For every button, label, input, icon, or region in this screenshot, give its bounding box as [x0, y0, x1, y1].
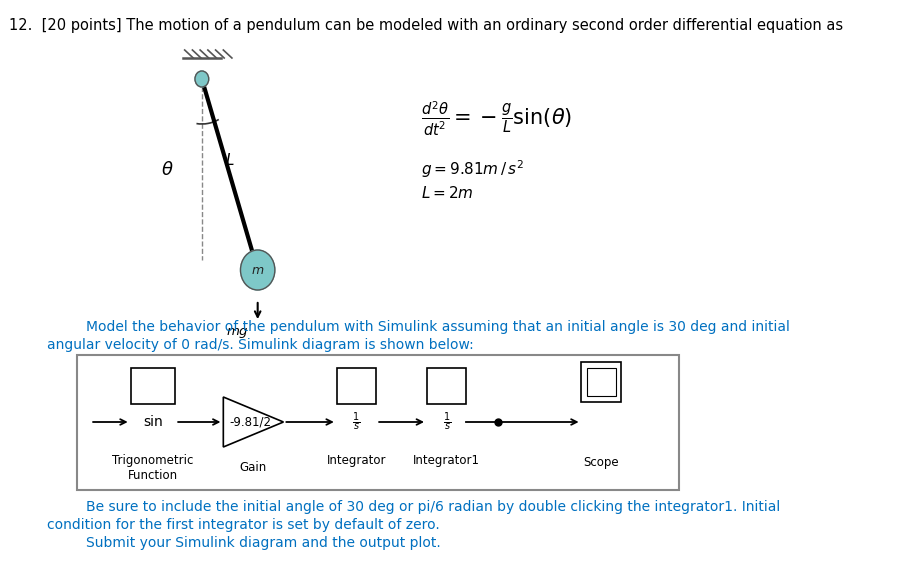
- Text: Scope: Scope: [584, 456, 619, 469]
- Text: $\frac{1}{s}$: $\frac{1}{s}$: [443, 410, 450, 434]
- Text: Model the behavior of the pendulum with Simulink assuming that an initial angle : Model the behavior of the pendulum with …: [85, 320, 789, 334]
- Text: $mg$: $mg$: [226, 326, 249, 340]
- Circle shape: [195, 71, 209, 87]
- FancyBboxPatch shape: [427, 368, 467, 404]
- Text: $g = 9.81m\,/\,s^2$: $g = 9.81m\,/\,s^2$: [421, 158, 524, 180]
- Text: $m$: $m$: [251, 264, 265, 276]
- Text: $\theta$: $\theta$: [161, 161, 174, 179]
- Text: $L$: $L$: [224, 152, 234, 168]
- Text: $\frac{1}{s}$: $\frac{1}{s}$: [352, 410, 360, 434]
- Text: Integrator: Integrator: [326, 454, 386, 467]
- Text: Integrator1: Integrator1: [414, 454, 480, 467]
- Text: 12.  [20 points] The motion of a pendulum can be modeled with an ordinary second: 12. [20 points] The motion of a pendulum…: [8, 18, 843, 33]
- Text: condition for the first integrator is set by default of zero.: condition for the first integrator is se…: [47, 518, 440, 532]
- Text: $\frac{d^2\theta}{dt^2} = -\frac{g}{L}\sin(\theta)$: $\frac{d^2\theta}{dt^2} = -\frac{g}{L}\s…: [421, 100, 572, 138]
- Text: Gain: Gain: [240, 461, 267, 474]
- Polygon shape: [223, 397, 283, 447]
- Text: $L = 2m$: $L = 2m$: [421, 185, 473, 201]
- FancyBboxPatch shape: [582, 362, 621, 402]
- FancyBboxPatch shape: [130, 368, 176, 404]
- FancyBboxPatch shape: [336, 368, 376, 404]
- Circle shape: [241, 250, 275, 290]
- Text: Be sure to include the initial angle of 30 deg or pi/6 radian by double clicking: Be sure to include the initial angle of …: [85, 500, 780, 514]
- Text: Submit your Simulink diagram and the output plot.: Submit your Simulink diagram and the out…: [85, 536, 440, 550]
- Text: -9.81/2: -9.81/2: [229, 416, 271, 428]
- FancyBboxPatch shape: [586, 368, 616, 396]
- Text: angular velocity of 0 rad/s. Simulink diagram is shown below:: angular velocity of 0 rad/s. Simulink di…: [47, 338, 474, 352]
- Text: sin: sin: [143, 415, 163, 429]
- Text: Trigonometric
Function: Trigonometric Function: [112, 454, 194, 482]
